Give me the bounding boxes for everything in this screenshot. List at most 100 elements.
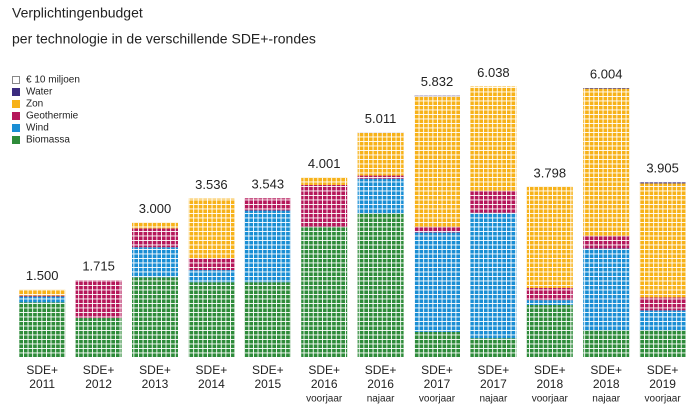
- unit-swatch: [12, 76, 20, 84]
- cell-grid: [470, 212, 517, 339]
- total-label: 5.011: [365, 111, 397, 126]
- cell-grid: [639, 297, 686, 311]
- cell-grid: [244, 210, 291, 283]
- cell-grid: [75, 318, 122, 357]
- x-tick-label: najaar: [592, 394, 620, 405]
- x-tick-label: 2016: [367, 377, 394, 391]
- cell-grid: [19, 302, 66, 357]
- cell-grid: [526, 288, 573, 301]
- cell-grid: [357, 213, 404, 357]
- cell-grid: [414, 331, 460, 357]
- x-tick-label: 2014: [198, 377, 225, 391]
- x-tick-label: SDE+: [83, 363, 115, 377]
- x-tick-label: voorjaar: [306, 394, 343, 405]
- legend-label: Water: [26, 87, 53, 98]
- total-label: 1.500: [26, 268, 59, 283]
- cell-grid: [132, 247, 178, 278]
- cell-grid: [357, 133, 404, 176]
- x-tick-label: 2016: [311, 377, 338, 391]
- x-tick-label: 2019: [649, 377, 676, 391]
- chart-subtitle: per technologie in de verschillende SDE+…: [12, 31, 316, 47]
- cell-grid: [188, 270, 235, 283]
- x-tick-label: 2013: [142, 377, 169, 391]
- total-label: 1.715: [82, 259, 115, 274]
- x-tick-label: SDE+: [139, 363, 171, 377]
- cell-grid: [244, 282, 291, 357]
- x-tick-label: SDE+: [196, 363, 228, 377]
- x-tick-label: SDE+: [26, 363, 58, 377]
- x-tick-label: SDE+: [421, 363, 453, 377]
- x-tick-label: 2017: [480, 377, 507, 391]
- cell-grid: [188, 198, 235, 258]
- cell-grid: [639, 330, 686, 357]
- total-label: 3.905: [646, 160, 679, 175]
- total-label: 4.001: [308, 156, 341, 171]
- cell-grid: [19, 295, 66, 297]
- x-tick-label: SDE+: [478, 363, 510, 377]
- cell-grid: [583, 88, 630, 236]
- x-tick-label: 2012: [85, 377, 112, 391]
- legend-label: Biomassa: [26, 135, 70, 146]
- x-tick-label: SDE+: [647, 363, 679, 377]
- cell-grid: [639, 182, 686, 184]
- x-tick-label: SDE+: [534, 363, 566, 377]
- cell-grid: [526, 186, 573, 289]
- cell-grid: [301, 226, 348, 357]
- x-tick-label: SDE+: [590, 363, 622, 377]
- cell-grid: [75, 280, 122, 319]
- x-tick-label: SDE+: [365, 363, 397, 377]
- cell-grid: [639, 183, 686, 298]
- x-tick-label: voorjaar: [532, 394, 569, 405]
- unit-label: € 10 miljoen: [26, 75, 80, 86]
- cell-grid: [19, 289, 66, 296]
- x-tick-label: 2018: [593, 377, 620, 391]
- cell-grid: [132, 222, 178, 229]
- total-label: 5.832: [421, 74, 454, 89]
- cell-grid: [414, 95, 460, 97]
- x-tick-label: najaar: [367, 394, 395, 405]
- x-tick-label: 2018: [536, 377, 563, 391]
- cell-grid: [526, 305, 573, 357]
- x-tick-label: najaar: [479, 394, 507, 405]
- cell-grid: [132, 277, 178, 357]
- cell-grid: [639, 310, 686, 331]
- x-tick-label: 2011: [29, 377, 55, 391]
- legend-label: Zon: [26, 99, 43, 110]
- cell-grid: [132, 228, 178, 248]
- total-label: 3.536: [195, 177, 228, 192]
- total-label: 3.798: [534, 165, 567, 180]
- x-tick-label: 2015: [254, 377, 281, 391]
- chart-title: Verplichtingenbudget: [12, 5, 143, 21]
- cell-grid: [583, 248, 630, 331]
- cell-grid: [301, 184, 348, 227]
- cell-grid: [301, 177, 348, 185]
- x-tick-label: 2017: [424, 377, 451, 391]
- cell-grid: [188, 257, 235, 271]
- legend-label: Geothermie: [26, 111, 79, 122]
- cell-grid: [357, 178, 404, 214]
- x-tick-label: SDE+: [308, 363, 340, 377]
- total-label: 3.543: [252, 177, 285, 192]
- cell-grid: [583, 235, 630, 249]
- x-tick-label: voorjaar: [645, 394, 682, 405]
- total-label: 3.000: [139, 201, 172, 216]
- cell-grid: [244, 198, 291, 211]
- x-tick-label: voorjaar: [419, 394, 456, 405]
- legend-swatch: [12, 112, 20, 120]
- x-tick-label: SDE+: [252, 363, 284, 377]
- legend-swatch: [12, 100, 20, 108]
- cell-grid: [583, 88, 630, 89]
- cell-grid: [19, 296, 66, 303]
- legend-label: Wind: [26, 123, 49, 134]
- cell-grid: [470, 338, 517, 357]
- cell-grid: [470, 190, 517, 213]
- legend-swatch: [12, 124, 20, 132]
- cell-grid: [414, 232, 460, 332]
- total-label: 6.038: [477, 65, 510, 80]
- total-label: 6.004: [590, 66, 623, 81]
- cell-grid: [357, 175, 404, 179]
- cell-grid: [414, 96, 460, 227]
- legend-swatch: [12, 88, 20, 96]
- cell-grid: [414, 226, 460, 233]
